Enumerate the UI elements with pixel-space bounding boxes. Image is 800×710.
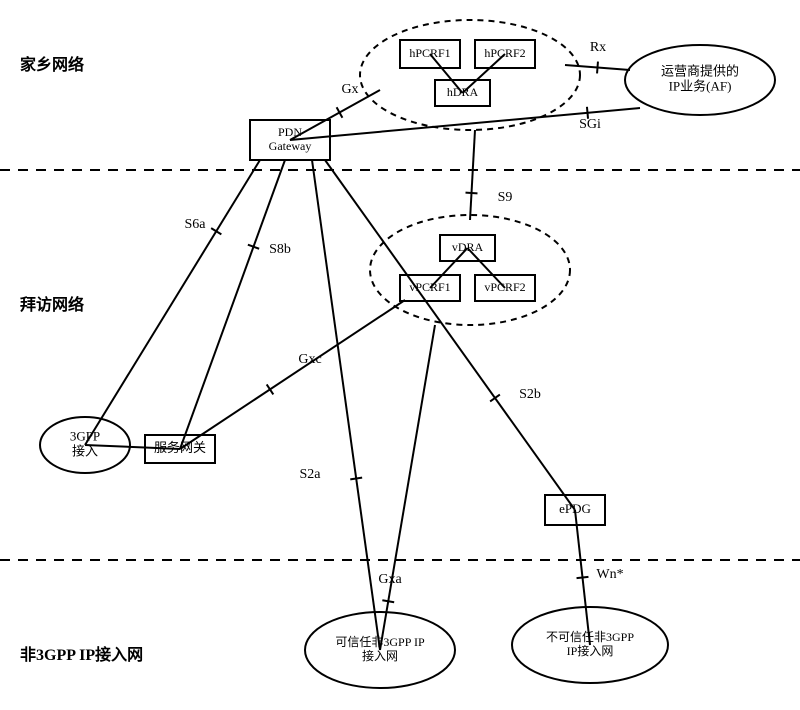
- svg-text:拜访网络: 拜访网络: [20, 295, 84, 314]
- svg-text:S2a: S2a: [300, 467, 322, 482]
- svg-text:Gxa: Gxa: [378, 572, 402, 587]
- svg-text:S6a: S6a: [185, 217, 207, 232]
- svg-text:家乡网络: 家乡网络: [20, 55, 84, 74]
- svg-text:S2b: S2b: [519, 387, 541, 402]
- svg-text:S9: S9: [498, 190, 513, 205]
- svg-text:vDRA: vDRA: [452, 240, 484, 254]
- svg-text:运营商提供的: 运营商提供的: [661, 63, 739, 78]
- svg-text:S8b: S8b: [269, 242, 291, 257]
- diagram-canvas: 家乡网络拜访网络非3GPP IP接入网运营商提供的IP业务(AF)3GPP接入可…: [0, 0, 800, 710]
- svg-text:SGi: SGi: [579, 117, 601, 132]
- svg-text:PDN: PDN: [278, 125, 302, 139]
- svg-text:3GPP: 3GPP: [70, 428, 100, 443]
- svg-text:Gx: Gx: [341, 82, 358, 97]
- svg-text:hPCRF1: hPCRF1: [409, 46, 450, 60]
- svg-text:hPCRF2: hPCRF2: [484, 46, 525, 60]
- svg-text:Gateway: Gateway: [269, 139, 312, 153]
- svg-text:Rx: Rx: [590, 40, 606, 55]
- svg-text:IP业务(AF): IP业务(AF): [669, 78, 732, 93]
- svg-text:非3GPP IP接入网: 非3GPP IP接入网: [20, 645, 143, 664]
- svg-text:Wn*: Wn*: [596, 567, 623, 582]
- svg-text:Gxc: Gxc: [298, 352, 321, 367]
